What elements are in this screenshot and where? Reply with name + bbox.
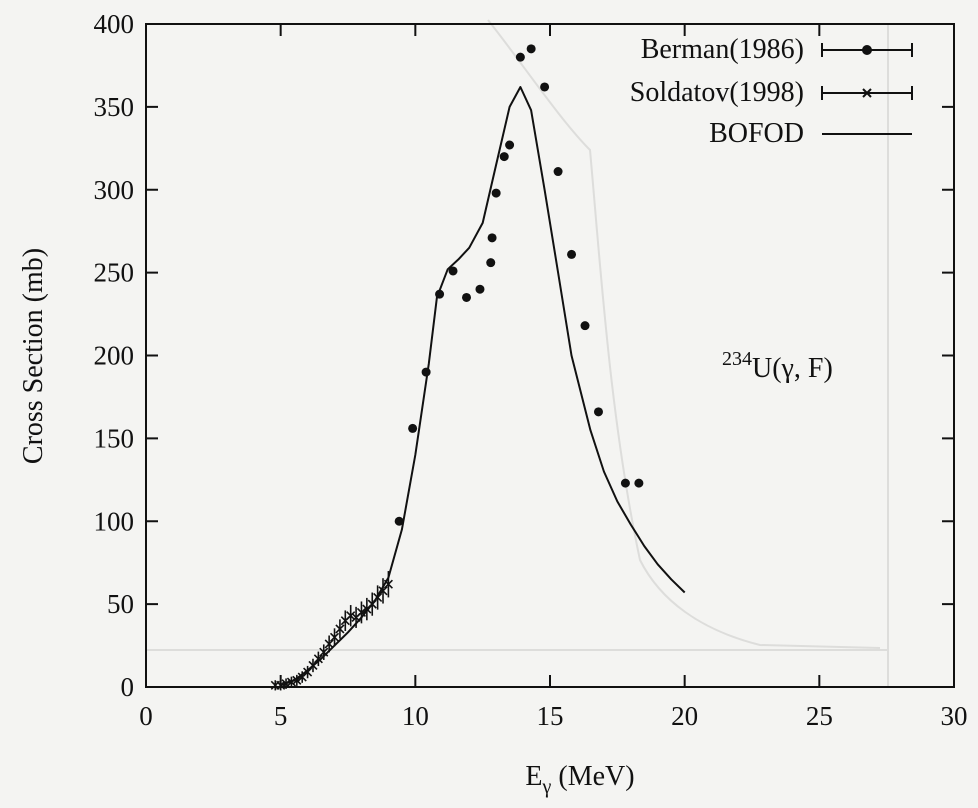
y-tick-label: 250 [94,258,135,288]
soldatov-marker-stroke [383,579,393,589]
berman-point [486,258,496,268]
soldatov-marker-stroke [276,680,286,690]
legend-label-bofod: BOFOD [709,118,804,149]
legend-label-berman: Berman(1986) [641,34,804,65]
soldatov-point [346,605,356,627]
annotation-text: U(γ, F) [752,353,833,384]
soldatov-point [329,628,340,647]
soldatov-point [303,665,313,679]
x-tick-label: 10 [402,701,429,731]
soldatov-marker-stroke [335,624,345,634]
berman-point [421,367,431,377]
berman-point [462,292,472,302]
berman-point [499,152,509,162]
berman-point [620,478,630,488]
berman-point [580,321,590,331]
soldatov-marker-stroke [303,667,313,677]
bofod-curve [280,86,686,687]
berman-point [567,249,577,259]
berman-point [515,52,525,62]
soldatov-marker-stroke [367,599,377,609]
berman-point [634,478,644,488]
y-tick-label: 100 [94,506,135,536]
soldatov-point [373,585,383,610]
soldatov-marker-stroke [378,586,388,596]
data-marks-layer [270,44,644,691]
y-tick-label: 400 [94,9,135,39]
soldatov-point [383,571,393,598]
soldatov-point [335,619,345,639]
soldatov-marker-stroke [324,639,334,649]
y-tick-label: 150 [94,423,135,453]
soldatov-point [286,676,297,688]
soldatov-point [356,601,367,624]
y-tick-label: 350 [94,92,135,122]
y-tick-label: 200 [94,341,135,371]
soldatov-point [367,592,377,616]
x-axis-label: Eγ (MeV) [525,761,634,798]
axis-ticks [145,23,955,688]
x-tick-label: 25 [806,701,833,731]
berman-point [408,423,418,433]
x-tick-label: 0 [139,701,153,731]
berman-point [394,516,404,526]
soldatov-marker-stroke [373,592,383,603]
y-tick-label: 300 [94,175,135,205]
soldatov-point [319,644,329,660]
soldatov-marker-stroke [281,679,291,689]
bofod-curve-layer [280,86,686,687]
soldatov-point [378,578,388,604]
soldatov-point [276,680,286,691]
x-axis-label-unit: (MeV) [551,761,634,792]
berman-point [487,233,497,243]
legend-sample-soldatov [821,86,913,100]
soldatov-marker-stroke [292,675,302,685]
x-tick-label: 5 [274,701,288,731]
berman-point [475,284,485,294]
soldatov-point [281,678,291,689]
berman-point [435,289,445,299]
soldatov-marker-stroke [286,677,297,687]
y-tick-label: 0 [121,672,135,702]
soldatov-point [292,674,302,686]
berman-point [448,266,458,276]
legend-label-soldatov: Soldatov(1998) [630,77,804,108]
berman-point [526,44,536,54]
x-tick-label: 15 [537,701,564,731]
y-tick-label: 50 [107,589,134,619]
berman-point [553,167,563,177]
soldatov-marker-stroke [319,647,329,657]
soldatov-marker-stroke [308,660,318,671]
x-axis-label-subscript: γ [542,776,552,798]
x-tick-label: 20 [671,701,698,731]
reaction-annotation: 234U(γ, F) [722,348,833,384]
soldatov-marker-stroke [313,654,323,664]
soldatov-marker-stroke [329,632,340,642]
annotation-superscript: 234 [722,348,752,370]
bleed-curve [487,19,881,649]
soldatov-marker-stroke [346,611,356,621]
berman-point [491,188,501,198]
soldatov-point [324,635,334,653]
x-tick-label: 30 [941,701,968,731]
berman-point [540,82,550,92]
y-axis-label: Cross Section (mb) [18,248,49,464]
berman-point [593,407,603,417]
legend-sample-berman [821,43,913,57]
soldatov-marker-stroke [356,607,367,617]
berman-point [505,140,515,150]
legend: Berman(1986) Soldatov(1998) BOFOD [630,34,913,149]
x-axis-label-main: E [525,761,542,792]
soldatov-point [308,658,318,673]
soldatov-point [313,651,323,667]
